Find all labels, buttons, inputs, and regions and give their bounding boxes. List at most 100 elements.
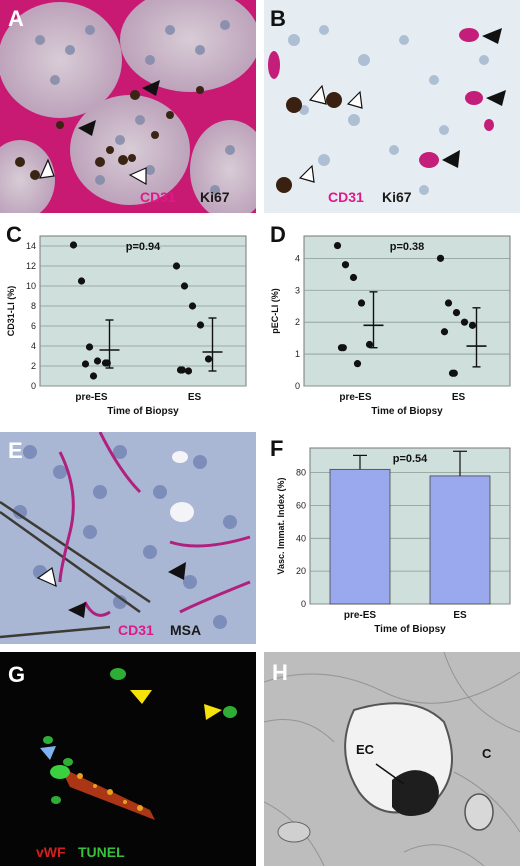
panel-c-chart: 0 2 4 6 8 10 12 14 p=0.94 CD31-LI (%) Time of Biop… xyxy=(0,222,256,422)
stain-label-vwf: vWF xyxy=(36,844,66,860)
data-point xyxy=(357,299,366,307)
stain-label-cd31: CD31 xyxy=(328,189,364,205)
panel-letter: C xyxy=(6,222,22,247)
panel-b-image xyxy=(264,0,520,213)
arrowhead-black xyxy=(142,80,160,96)
stain-label-cd31: CD31 xyxy=(118,622,154,638)
panel-a-image xyxy=(0,0,256,213)
stain-label-tunel: TUNEL xyxy=(78,844,125,860)
panel-b-micrograph: B CD31 Ki67 xyxy=(264,0,520,213)
arrowhead-black xyxy=(482,28,502,44)
data-point xyxy=(77,277,86,285)
panel-d-chart: 0 1 2 3 4 p=0.38 pEC-LI (%) Time of Biopsy pre-E… xyxy=(264,222,520,422)
panel-letter: F xyxy=(270,436,284,461)
y-tick-label: 2 xyxy=(295,317,300,327)
data-point xyxy=(81,360,90,368)
y-tick-label: 0 xyxy=(31,381,36,391)
data-point xyxy=(341,261,350,269)
y-tick-label: 3 xyxy=(295,285,300,295)
data-point xyxy=(89,372,98,380)
x-axis-label: Time of Biopsy xyxy=(107,406,179,417)
arrowhead-white xyxy=(39,158,55,179)
data-point xyxy=(365,340,374,349)
panel-h-image xyxy=(264,652,520,866)
y-tick-label: 8 xyxy=(31,301,36,311)
panel-g-image xyxy=(0,652,256,866)
y-tick-label: 60 xyxy=(296,500,306,510)
y-tick-label: 6 xyxy=(31,321,36,331)
arrowhead-black xyxy=(168,562,186,580)
data-point xyxy=(204,355,213,363)
arrowhead-black xyxy=(486,90,506,106)
data-point xyxy=(178,366,186,374)
y-tick-label: 80 xyxy=(296,468,306,478)
stain-label-msa: MSA xyxy=(170,622,202,638)
data-point xyxy=(85,343,94,351)
data-point xyxy=(69,241,78,249)
data-point xyxy=(196,321,205,329)
y-tick-label: 2 xyxy=(31,361,36,371)
panel-a-micrograph: A CD31 Ki67 xyxy=(0,0,256,213)
arrowhead-yellow xyxy=(204,704,222,720)
stain-label-ki67: Ki67 xyxy=(382,189,412,205)
data-point xyxy=(333,241,342,250)
y-tick-label: 10 xyxy=(26,281,36,291)
chart-title: p=0.94 xyxy=(126,241,161,253)
panel-e-micrograph: E CD31 MSA xyxy=(0,432,256,644)
data-point xyxy=(172,262,181,270)
x-tick-label: pre-ES xyxy=(344,610,377,621)
x-tick-label: pre-ES xyxy=(339,392,372,403)
chart-c-svg: 0 2 4 6 8 10 12 14 p=0.94 CD31-LI (%) Time of Biop… xyxy=(6,235,247,417)
x-tick-label: pre-ES xyxy=(75,392,108,403)
arrowhead-blue xyxy=(40,746,56,760)
data-point xyxy=(436,254,445,262)
x-tick-label: ES xyxy=(453,610,467,621)
y-tick-label: 20 xyxy=(296,566,306,576)
y-tick-label: 12 xyxy=(26,261,36,271)
data-point xyxy=(452,308,461,317)
stain-label-ki67: Ki67 xyxy=(200,189,230,205)
data-point xyxy=(180,282,189,290)
bar xyxy=(329,468,391,605)
arrowhead-white xyxy=(298,164,315,183)
data-point xyxy=(349,273,358,282)
y-tick-label: 0 xyxy=(301,599,306,609)
y-tick-label: 0 xyxy=(295,381,300,391)
data-point xyxy=(468,321,477,329)
x-tick-label: ES xyxy=(452,392,466,403)
panel-e-image xyxy=(0,432,256,644)
data-point xyxy=(339,344,347,352)
chart-title: p=0.54 xyxy=(393,453,428,465)
arrowhead-black xyxy=(68,602,86,618)
panel-letter: D xyxy=(270,222,286,247)
arrowhead-white xyxy=(346,90,363,109)
data-point xyxy=(444,299,453,307)
arrowhead-white xyxy=(36,566,57,588)
arrowhead-yellow xyxy=(130,690,152,704)
data-point xyxy=(184,367,193,375)
panel-h-electron-micrograph: H EC C xyxy=(264,652,520,866)
label-c: C xyxy=(482,746,492,761)
arrowhead-black xyxy=(78,120,96,136)
data-point xyxy=(440,328,449,336)
stain-label-cd31: CD31 xyxy=(140,189,176,205)
y-tick-label: 1 xyxy=(295,349,300,359)
bar xyxy=(429,475,491,605)
arrowhead-black xyxy=(442,150,460,168)
chart-f-svg: 0 20 40 60 80 p=0.54 Vasc. Immat. Index (%) Tim… xyxy=(276,447,511,635)
chart-title: p=0.38 xyxy=(390,241,425,253)
plot-area xyxy=(303,235,511,387)
data-point xyxy=(353,360,362,368)
panel-letter: G xyxy=(8,662,26,687)
x-axis-label: Time of Biopsy xyxy=(371,406,443,417)
y-tick-label: 40 xyxy=(296,533,306,543)
x-tick-label: ES xyxy=(188,392,202,403)
data-point xyxy=(93,357,102,365)
arrowhead-white xyxy=(128,167,147,186)
arrowhead-white xyxy=(308,84,327,105)
label-ec: EC xyxy=(356,742,375,757)
data-point xyxy=(460,318,469,326)
y-tick-label: 4 xyxy=(295,253,300,263)
plot-area xyxy=(39,235,247,387)
y-tick-label: 14 xyxy=(26,241,36,251)
